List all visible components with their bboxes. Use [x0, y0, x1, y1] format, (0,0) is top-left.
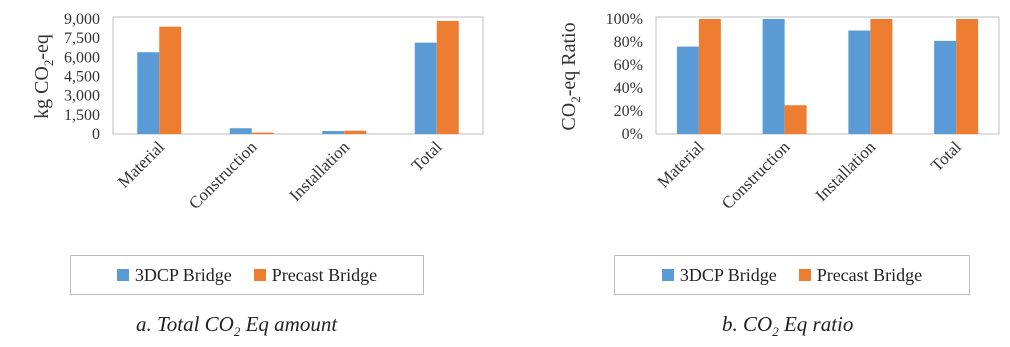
legend-item: 3DCP Bridge	[661, 264, 777, 286]
legend-label: 3DCP Bridge	[134, 264, 232, 285]
caption-text: Eq ratio	[778, 312, 854, 336]
y-tick-label: 100%	[606, 11, 643, 28]
plot-frame	[655, 16, 1000, 135]
y-tick-label: 3,000	[64, 88, 100, 105]
y-tick-label: 6,000	[64, 49, 100, 66]
y-tick-label: 9,000	[64, 11, 100, 28]
legend-label: Precast Bridge	[816, 264, 923, 285]
y-axis-label: CO2-eq Ratio	[558, 22, 583, 130]
caption-b: b. CO2 Eq ratio	[722, 312, 853, 340]
x-tick-label: Material	[114, 137, 168, 191]
legend-swatch-3dcp	[116, 269, 129, 281]
bar-precast-bridge-material	[159, 26, 182, 135]
bar-3dcp-bridge-installation	[322, 131, 345, 134]
y-tick-label: 20%	[614, 103, 643, 120]
caption-text: a. Total CO	[136, 312, 234, 336]
bar-3dcp-bridge-construction	[229, 128, 252, 134]
caption-text: Eq amount	[240, 312, 338, 336]
bar-precast-bridge-total	[436, 20, 459, 135]
chart-a-labels: 0 1,500 3,000 4,500 6,000 7,500 9,000 Material C…	[64, 11, 446, 213]
legend-a: 3DCP Bridge Precast Bridge	[70, 255, 424, 295]
legend-label: Precast Bridge	[271, 264, 378, 285]
bar-precast-bridge-installation	[344, 130, 367, 134]
x-tick-label: Material	[654, 137, 708, 191]
bar-precast-bridge-total	[956, 19, 979, 134]
bar-3dcp-bridge-total	[414, 42, 437, 135]
caption-subscript: 2	[233, 324, 241, 340]
chart-a-bars	[137, 20, 459, 135]
legend-swatch-precast	[253, 269, 266, 281]
chart-b-axes	[655, 16, 1000, 135]
legend-swatch-precast	[798, 269, 811, 281]
legend-label: 3DCP Bridge	[679, 264, 777, 285]
y-axis-label: kg CO2-eq	[31, 34, 56, 119]
y-tick-label: 1,500	[64, 107, 100, 124]
y-tick-label: 7,500	[64, 30, 100, 47]
legend-b: 3DCP Bridge Precast Bridge	[614, 255, 970, 295]
chart-a-axes	[112, 16, 484, 135]
y-tick-label: 0%	[622, 126, 643, 143]
bar-precast-bridge-installation	[870, 19, 893, 134]
bar-precast-bridge-construction	[784, 105, 807, 134]
x-tick-label: Construction	[185, 137, 261, 213]
y-tick-label: 4,500	[64, 69, 100, 86]
x-tick-label: Installation	[286, 137, 354, 205]
x-tick-label: Total	[408, 137, 446, 175]
plot-frame	[112, 16, 484, 135]
x-tick-label: Installation	[812, 137, 880, 205]
chart-a: kg CO2-eq 0 1,500 3,000 4,500 6,000 7,500 9,00…	[31, 11, 484, 213]
chart-b-bars	[676, 19, 979, 134]
legend-item: 3DCP Bridge	[116, 264, 232, 286]
bar-3dcp-bridge-material	[137, 52, 160, 134]
bar-3dcp-bridge-total	[934, 40, 957, 134]
y-tick-label: 40%	[614, 80, 643, 97]
bar-precast-bridge-construction	[251, 132, 274, 134]
y-tick-label: 0	[92, 126, 100, 143]
legend-item: Precast Bridge	[253, 264, 378, 286]
x-tick-label: Total	[927, 137, 965, 175]
chart-b-ylabel: CO2-eq Ratio	[558, 22, 583, 130]
chart-a-ylabel: kg CO2-eq	[31, 34, 56, 119]
y-tick-label: 60%	[614, 57, 643, 74]
x-tick-label: Construction	[718, 137, 794, 213]
bar-3dcp-bridge-installation	[848, 30, 871, 134]
bar-3dcp-bridge-construction	[762, 19, 785, 134]
legend-item: Precast Bridge	[798, 264, 923, 286]
caption-text: b. CO	[722, 312, 773, 336]
caption-subscript: 2	[772, 324, 779, 340]
caption-a: a. Total CO2 Eq amount	[136, 312, 337, 340]
y-tick-label: 80%	[614, 34, 643, 51]
legend-swatch-3dcp	[661, 269, 674, 281]
bar-precast-bridge-material	[698, 19, 721, 134]
bar-3dcp-bridge-material	[676, 46, 699, 134]
chart-b: CO2-eq Ratio 0% 20% 40% 60% 80% 100% Material C…	[558, 11, 1000, 213]
